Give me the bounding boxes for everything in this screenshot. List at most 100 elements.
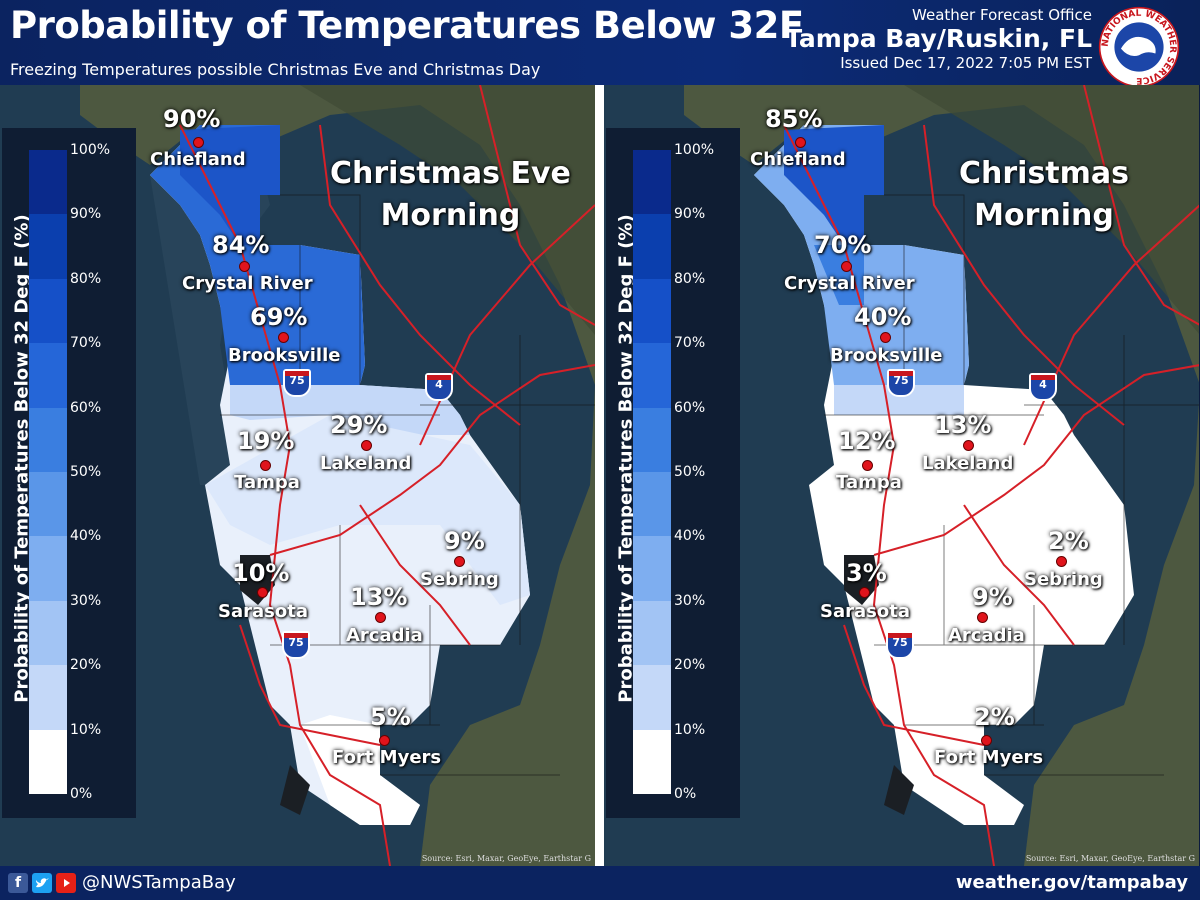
legend-swatch [29,150,67,215]
city-marker-icon [963,440,974,451]
legend-swatch [633,471,671,537]
period-line1: Christmas Eve [330,156,571,191]
city-value: 9% [972,583,1013,611]
city-marker-icon [862,460,873,471]
city-name: Tampa [836,472,902,493]
legend: Probability of Temperatures Below 32 Deg… [2,128,136,818]
legend-tick: 0% [674,786,697,802]
website-link[interactable]: weather.gov/tampabay [955,872,1188,893]
i4-shield-icon: 4 [425,373,453,401]
legend-tick: 50% [674,464,706,480]
social-handle[interactable]: @NWSTampaBay [82,872,236,893]
legend-tick: 60% [70,400,102,416]
period-label: Christmas Morning [959,153,1129,237]
city-name: Sebring [1024,569,1103,590]
city-value: 2% [974,703,1015,731]
city-name: Brooksville [228,345,341,366]
legend-tick: 90% [674,206,706,222]
city-value: 3% [846,559,887,587]
city-marker-icon [260,460,271,471]
legend-color-bar [29,150,67,794]
legend-tick: 60% [674,400,706,416]
page-title: Probability of Temperatures Below 32F [10,4,804,47]
legend-swatch [29,407,67,472]
legend-swatch [29,343,67,408]
i75-shield-icon: 75 [282,631,310,659]
city-marker-icon [880,332,891,343]
period-line1: Christmas [959,156,1130,191]
legend-tick: 30% [674,593,706,609]
office-label: Weather Forecast Office [912,6,1092,24]
city-value: 85% [765,105,823,133]
city-name: Tampa [234,472,300,493]
office-info: Weather Forecast Office Tampa Bay/Ruskin… [785,6,1092,72]
city-name: Lakeland [320,453,412,474]
issued-time: Issued Dec 17, 2022 7:05 PM EST [840,54,1092,72]
period-line2: Morning [380,198,521,233]
city-name: Arcadia [346,625,423,646]
city-value: 69% [250,303,308,331]
legend-swatch [29,278,67,344]
city-value: 29% [330,411,388,439]
city-value: 12% [838,427,896,455]
legend-tick: 0% [70,786,93,802]
city-value: 84% [212,231,270,259]
city-value: 13% [934,411,992,439]
legend-swatch [633,600,671,666]
social-icons: f [8,873,76,893]
legend-swatch [633,214,671,279]
legend-swatch [633,729,671,794]
legend-tick: 70% [70,335,102,351]
legend-swatch [29,600,67,666]
city-marker-icon [454,556,465,567]
city-name: Sarasota [218,601,308,622]
legend-tick: 10% [674,722,706,738]
city-marker-icon [379,735,390,746]
period-label: Christmas Eve Morning [330,153,571,237]
map-credit: Source: Esri, Maxar, GeoEye, Earthstar G [421,854,591,863]
youtube-icon[interactable] [56,873,76,893]
city-marker-icon [841,261,852,272]
map-panel-christmas-eve: Probability of Temperatures Below 32 Deg… [0,85,595,866]
legend-tick: 40% [70,528,102,544]
facebook-icon[interactable]: f [8,873,28,893]
legend-swatch [29,471,67,537]
legend-swatch [633,150,671,215]
legend-tick: 20% [674,657,706,673]
city-name: Fort Myers [332,747,442,768]
legend-swatch [633,665,671,730]
page-subtitle: Freezing Temperatures possible Christmas… [10,60,541,79]
city-name: Lakeland [922,453,1014,474]
i4-shield-icon: 4 [1029,373,1057,401]
city-marker-icon [278,332,289,343]
i75-shield-icon: 75 [887,369,915,397]
legend-tick: 20% [70,657,102,673]
legend-swatch [29,536,67,601]
legend-tick: 100% [674,142,715,158]
city-name: Chiefland [150,149,246,170]
legend-tick: 30% [70,593,102,609]
i75-shield-icon: 75 [886,631,914,659]
city-name: Brooksville [830,345,943,366]
city-marker-icon [859,587,870,598]
twitter-icon[interactable] [32,873,52,893]
city-name: Crystal River [784,273,915,294]
legend-tick: 80% [70,271,102,287]
city-marker-icon [795,137,806,148]
city-marker-icon [239,261,250,272]
city-name: Chiefland [750,149,846,170]
map-panel-christmas: Probability of Temperatures Below 32 Deg… [604,85,1199,866]
legend: Probability of Temperatures Below 32 Deg… [606,128,740,818]
period-line2: Morning [974,198,1114,233]
city-marker-icon [193,137,204,148]
legend-tick: 10% [70,722,102,738]
city-value: 10% [232,559,290,587]
map-credit: Source: Esri, Maxar, GeoEye, Earthstar G [1025,854,1195,863]
city-value: 90% [163,105,221,133]
city-value: 2% [1048,527,1089,555]
city-name: Sebring [420,569,499,590]
legend-tick: 40% [674,528,706,544]
city-value: 9% [444,527,485,555]
city-marker-icon [375,612,386,623]
legend-swatch [29,665,67,730]
